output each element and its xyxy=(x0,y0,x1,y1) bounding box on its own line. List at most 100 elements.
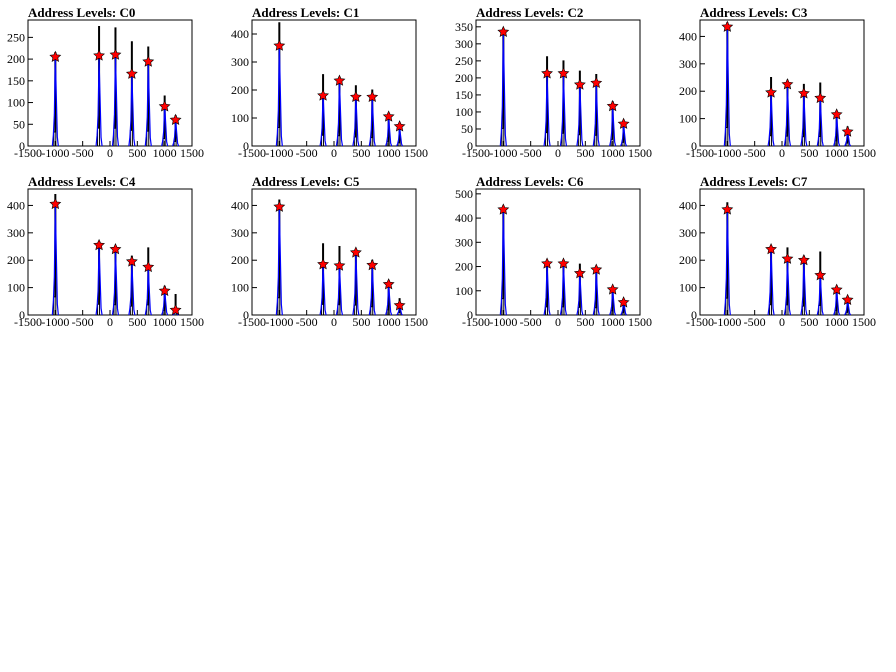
peak-marker-5 xyxy=(830,283,843,295)
x-tick-label: 1000 xyxy=(377,315,401,329)
peak-marker-4 xyxy=(590,76,603,89)
peak-marker-0 xyxy=(721,203,734,215)
x-tick-label: 500 xyxy=(576,146,594,160)
x-tick-label: 0 xyxy=(779,146,785,160)
x-tick-label: 1500 xyxy=(628,146,652,160)
peak-marker-4 xyxy=(366,258,379,271)
peak-marker-4 xyxy=(590,263,603,275)
x-tick-label: -1500 xyxy=(14,315,42,329)
y-tick-label: 200 xyxy=(679,253,697,267)
y-tick-label: 150 xyxy=(455,88,473,102)
peak-marker-1 xyxy=(541,67,553,79)
peak-marker-2 xyxy=(557,67,570,79)
peak-marker-1 xyxy=(317,258,329,270)
y-tick-label: 300 xyxy=(455,235,473,249)
x-tick-label: -500 xyxy=(72,315,94,329)
peak-marker-1 xyxy=(317,89,329,101)
y-tick-label: 0 xyxy=(19,139,25,153)
x-tick-label: 500 xyxy=(352,146,370,160)
x-tick-label: 0 xyxy=(331,146,337,160)
y-tick-label: 500 xyxy=(455,187,473,201)
x-tick-label: 1500 xyxy=(180,146,204,160)
y-tick-label: 400 xyxy=(455,211,473,225)
y-tick-label: 100 xyxy=(231,281,249,295)
chart-panel-4: Address Levels: C4 0 100 200 300 400 -1500 -100… xyxy=(7,174,204,329)
peak-marker-2 xyxy=(557,257,570,269)
y-tick-label: 150 xyxy=(7,74,25,88)
chart-panel-2: Address Levels: C2 0 50 100 150 200 250 300 350 -… xyxy=(455,5,652,160)
y-tick-label: 50 xyxy=(13,117,25,131)
chart-panel-5: Address Levels: C5 0 100 200 300 400 -1500 -100… xyxy=(231,174,428,329)
chart-panel-7: Address Levels: C7 0 100 200 300 400 -1500 -100… xyxy=(679,174,876,329)
y-tick-label: 300 xyxy=(231,55,249,69)
y-tick-label: 200 xyxy=(679,84,697,98)
y-tick-label: 300 xyxy=(679,57,697,71)
x-tick-label: -1500 xyxy=(238,146,266,160)
y-tick-label: 300 xyxy=(679,226,697,240)
x-tick-label: -1500 xyxy=(686,146,714,160)
chart-panel-3: Address Levels: C3 0 100 200 300 400 -1500 -100… xyxy=(679,5,876,160)
y-tick-label: 100 xyxy=(455,105,473,119)
x-tick-label: 500 xyxy=(576,315,594,329)
y-tick-label: 250 xyxy=(455,54,473,68)
x-tick-label: 1000 xyxy=(153,146,177,160)
y-tick-label: 350 xyxy=(455,20,473,34)
chart-title: Address Levels: C0 xyxy=(28,5,135,20)
peak-marker-2 xyxy=(109,48,122,60)
y-tick-label: 250 xyxy=(7,30,25,44)
y-tick-label: 100 xyxy=(679,281,697,295)
peak-marker-5 xyxy=(158,284,171,296)
plot-frame xyxy=(27,19,193,147)
y-tick-label: 0 xyxy=(691,139,697,153)
chart-panel-6: Address Levels: C60100200300400500-1500-… xyxy=(455,174,652,329)
peak-marker-4 xyxy=(142,260,155,273)
y-tick-label: 200 xyxy=(455,260,473,274)
x-tick-label: 0 xyxy=(555,315,561,329)
y-tick-label: 0 xyxy=(243,139,249,153)
y-tick-label: 400 xyxy=(7,198,25,212)
x-tick-label: 1000 xyxy=(377,146,401,160)
chart-title: Address Levels: C7 xyxy=(700,174,808,189)
y-tick-label: 400 xyxy=(679,29,697,43)
x-tick-label: -1500 xyxy=(462,315,490,329)
x-tick-label: -500 xyxy=(72,146,94,160)
peak-marker-0 xyxy=(497,203,510,215)
x-tick-label: 1000 xyxy=(601,146,625,160)
x-tick-label: 1500 xyxy=(852,146,876,160)
chart-title: Address Levels: C2 xyxy=(476,5,583,20)
x-tick-label: 0 xyxy=(331,315,337,329)
y-tick-label: 300 xyxy=(231,226,249,240)
x-tick-label: 500 xyxy=(128,315,146,329)
peak-marker-2 xyxy=(781,78,794,90)
y-tick-label: 100 xyxy=(231,111,249,125)
x-tick-label: 1000 xyxy=(601,315,625,329)
peak-marker-2 xyxy=(781,252,794,264)
peak-marker-3 xyxy=(125,255,138,267)
peak-marker-2 xyxy=(333,74,346,86)
x-tick-label: -500 xyxy=(296,146,318,160)
x-tick-label: 1500 xyxy=(628,315,652,329)
peak-marker-6 xyxy=(841,293,854,305)
peak-marker-6 xyxy=(169,303,182,316)
y-tick-label: 400 xyxy=(231,198,249,212)
x-tick-label: 1000 xyxy=(825,315,849,329)
peak-marker-5 xyxy=(382,110,395,122)
peak-marker-1 xyxy=(93,238,105,251)
peak-marker-1 xyxy=(93,49,105,61)
x-tick-label: -1500 xyxy=(462,146,490,160)
plot-frame xyxy=(475,19,641,147)
peak-marker-0 xyxy=(49,50,62,62)
peak-marker-5 xyxy=(606,99,619,112)
peak-marker-0 xyxy=(273,200,286,212)
x-tick-label: -500 xyxy=(744,146,766,160)
x-tick-label: -1000 xyxy=(489,315,517,329)
y-tick-label: 0 xyxy=(243,308,249,322)
peak-marker-1 xyxy=(765,243,777,255)
peak-marker-3 xyxy=(349,90,362,103)
plot-frame xyxy=(699,19,865,147)
peak-marker-0 xyxy=(497,25,510,37)
peak-marker-2 xyxy=(109,243,122,255)
peak-marker-3 xyxy=(573,78,586,90)
x-tick-label: 500 xyxy=(800,315,818,329)
x-tick-label: 0 xyxy=(779,315,785,329)
